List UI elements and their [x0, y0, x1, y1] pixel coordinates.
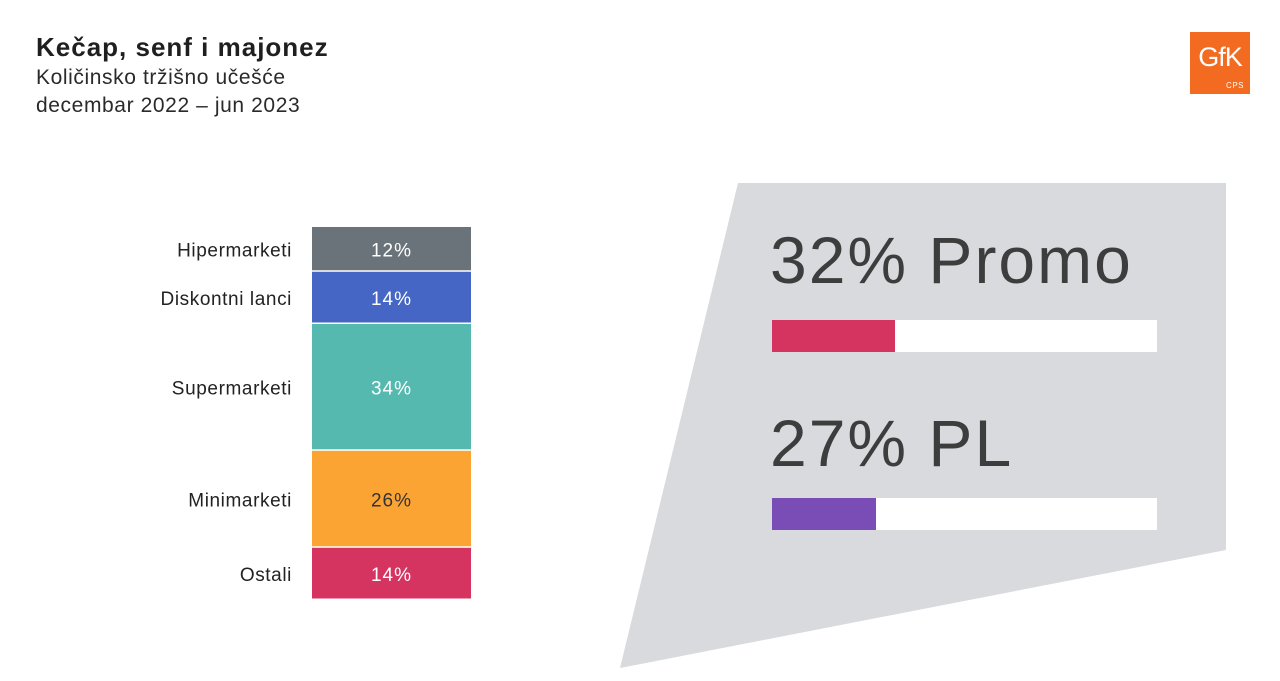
category-label-1: Diskontni lanci	[161, 289, 293, 310]
bar-value-label-3: 26%	[371, 490, 412, 511]
category-label-3: Minimarketi	[188, 490, 292, 511]
subtitle-line-1: Količinsko tržišno učešće	[36, 66, 286, 89]
category-label-0: Hipermarketi	[177, 240, 292, 261]
bar-segment-2	[312, 323, 471, 450]
category-label-4: Ostali	[240, 565, 292, 586]
subtitle-line-2: decembar 2022 – jun 2023	[36, 94, 301, 117]
bar-segment-3	[312, 450, 471, 547]
page-title: Kečap, senf i majonez	[36, 32, 329, 62]
logo-text: GfK	[1198, 42, 1243, 72]
bar-value-label-2: 34%	[371, 378, 412, 399]
promo-kpi-bar-fill	[772, 320, 896, 352]
header: Kečap, senf i majonez Količinsko tržišno…	[36, 30, 329, 120]
pl-kpi-bar-track	[772, 498, 1157, 530]
pl-kpi-label: 27% PL	[770, 406, 1014, 480]
promo-kpi-label: 32% Promo	[770, 223, 1133, 297]
bar-value-label-1: 14%	[371, 289, 412, 310]
bar-segment-1	[312, 271, 471, 323]
bar-value-label-4: 14%	[371, 565, 412, 586]
bar-value-label-0: 12%	[371, 240, 412, 261]
promo-kpi-bar-track	[772, 320, 1157, 352]
logo-subtext: CPS	[1226, 81, 1244, 90]
bar-segment-0	[312, 227, 471, 271]
gfk-logo: GfK CPS	[1190, 32, 1250, 94]
bar-segment-4	[312, 547, 471, 599]
category-label-2: Supermarketi	[172, 378, 292, 399]
pl-kpi-bar-fill	[772, 498, 876, 530]
